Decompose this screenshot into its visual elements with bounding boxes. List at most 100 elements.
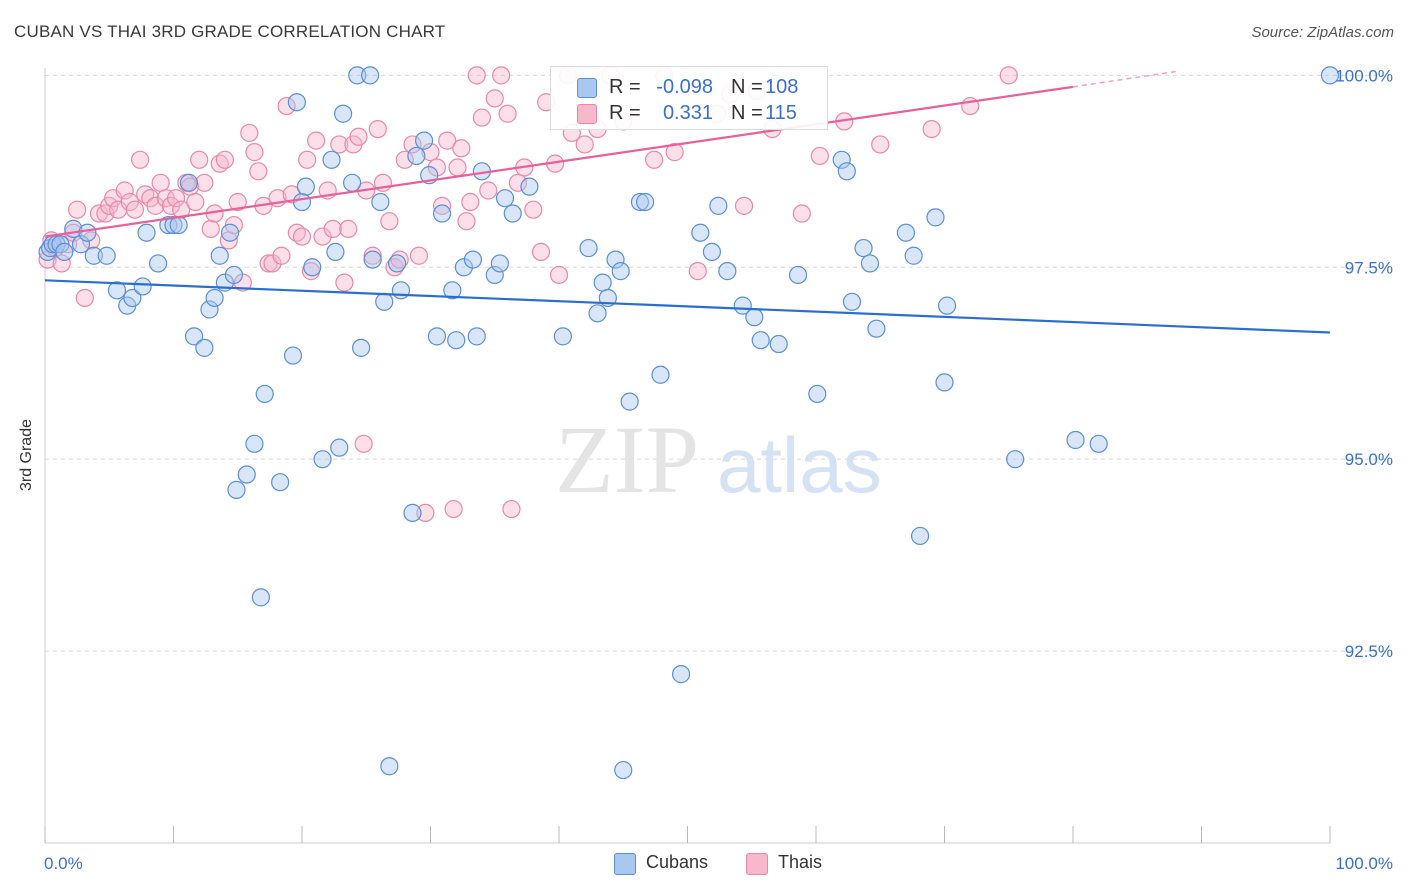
thai-point — [323, 219, 342, 238]
trend-lines — [44, 70, 1331, 334]
cuban-point — [463, 250, 483, 269]
cuban-point — [210, 246, 229, 265]
thai-point — [349, 127, 368, 146]
cuban-point — [391, 281, 411, 300]
thai-point — [438, 131, 457, 150]
series-legend: Cubans Thais — [0, 851, 1406, 877]
cuban-point — [255, 384, 274, 404]
cuban-point — [490, 254, 509, 273]
thai-point — [380, 212, 399, 231]
cuban-point — [375, 292, 394, 311]
grid-lines — [45, 74, 1390, 652]
thai-point — [999, 66, 1018, 85]
n-label: N = — [731, 76, 763, 98]
thai-point — [452, 139, 471, 158]
cuban-trend-line — [44, 279, 1331, 334]
cuban-point — [671, 665, 691, 684]
thai-point — [871, 135, 890, 154]
cuban-point — [593, 273, 612, 292]
cuban-point — [330, 438, 349, 457]
cuban-point — [503, 204, 522, 223]
thai-point — [240, 123, 259, 143]
cuban-point — [611, 262, 630, 281]
cuban-point — [553, 327, 572, 346]
cuban-point — [1089, 434, 1108, 453]
cuban-point — [303, 258, 322, 277]
cuban-point — [702, 242, 722, 262]
thai-point — [249, 162, 268, 181]
cuban-point — [184, 327, 204, 346]
thai-point — [395, 150, 414, 169]
cuban-point — [251, 588, 270, 607]
thai-point — [146, 196, 165, 215]
cuban-point — [837, 162, 856, 181]
cuban-point — [447, 331, 466, 350]
thai-point — [485, 89, 504, 108]
thai-point — [201, 219, 220, 238]
thai-point — [734, 196, 754, 215]
thai-point — [172, 200, 191, 219]
cuban-point — [271, 473, 290, 492]
cuban-point — [169, 215, 188, 235]
cuban-point — [520, 177, 539, 196]
cuban-point — [237, 465, 256, 484]
cuban-point — [352, 338, 371, 357]
cuban-point — [937, 296, 957, 315]
thai-point — [368, 119, 387, 139]
source-label: Source: ZipAtlas.com — [1251, 24, 1394, 41]
cuban-point — [200, 300, 219, 319]
y-axis-title: 3rd Grade — [18, 418, 35, 492]
thai-point — [665, 143, 684, 162]
thai-point — [409, 246, 429, 265]
thai-point — [498, 104, 517, 123]
cuban-point — [896, 223, 916, 242]
cuban-point — [910, 526, 930, 546]
cuban-point — [842, 292, 862, 311]
cuban-point — [414, 131, 434, 150]
thai-point — [313, 227, 332, 246]
x-tick-label: 100.0% — [1335, 854, 1393, 873]
y-tick-label: 92.5% — [1345, 642, 1393, 661]
thai-point — [421, 143, 440, 162]
watermark-atlas: atlas — [717, 421, 882, 509]
cuban-point — [363, 250, 382, 269]
thai-point — [339, 219, 358, 238]
thai-point — [792, 204, 811, 223]
r-label: R = — [609, 76, 641, 98]
thai-point — [922, 119, 941, 139]
cuban-point — [371, 192, 390, 212]
cuban-point — [220, 223, 240, 242]
thai-swatch — [746, 853, 768, 875]
thai-point — [354, 434, 373, 453]
thai-point — [151, 173, 170, 192]
cuban-point — [245, 434, 264, 453]
thai-point — [549, 265, 569, 285]
cuban-point — [407, 146, 426, 166]
thai-point — [195, 173, 214, 192]
y-tick-label: 95.0% — [1345, 450, 1393, 469]
thai-point — [75, 288, 94, 308]
thai-point — [330, 135, 349, 154]
cuban-point — [620, 392, 639, 411]
thai-point — [125, 200, 145, 219]
cuban-point — [292, 192, 312, 212]
cuban-point — [195, 338, 214, 357]
cuban-point — [1320, 66, 1340, 85]
thai-point — [461, 192, 480, 212]
legend-row-thai: R = 0.331 N = 115 — [551, 101, 827, 127]
cuban-point — [1066, 430, 1085, 450]
cuban-point — [164, 215, 183, 235]
cuban-point — [606, 250, 625, 269]
cuban-point — [635, 192, 655, 212]
thai-point — [575, 135, 594, 154]
y-tick-labels: 92.5% 95.0% 97.5% 100.0% — [1335, 66, 1393, 661]
cuban-point — [904, 246, 923, 265]
thai-point — [166, 189, 186, 208]
thai-point — [444, 499, 463, 519]
cuban-point — [380, 757, 399, 776]
cuban-point — [745, 308, 764, 327]
n-label: N = — [731, 102, 763, 124]
cuban-point — [343, 173, 362, 192]
thai-trend-line — [44, 85, 1074, 238]
thai-point — [115, 181, 134, 200]
